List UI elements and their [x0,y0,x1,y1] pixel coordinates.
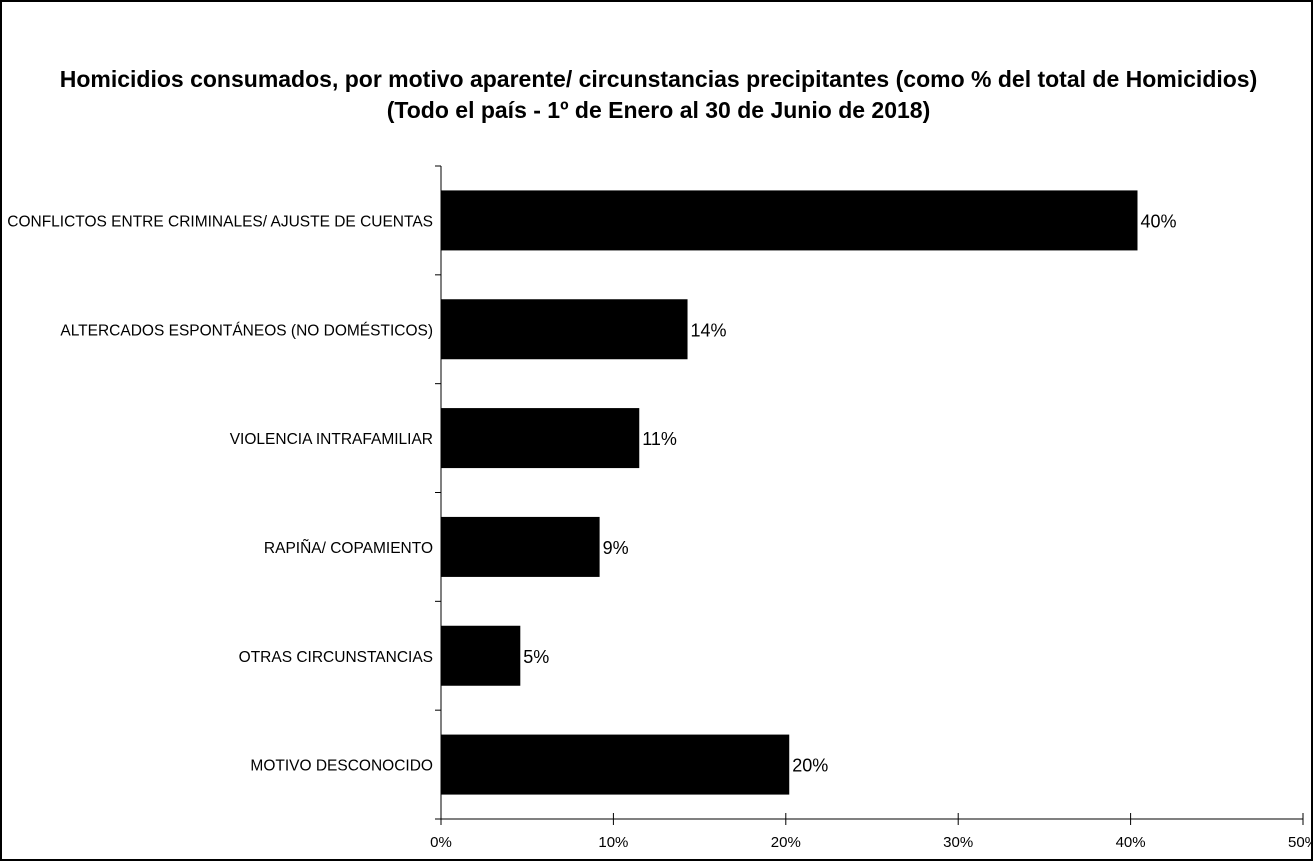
bar [441,190,1138,251]
category-label: RAPIÑA/ COPAMIENTO [264,540,433,557]
x-tick-label: 10% [598,834,628,851]
data-label: 40% [1140,211,1176,231]
data-label: 9% [603,538,629,558]
bar [441,408,640,469]
category-label: VIOLENCIA INTRAFAMILIAR [230,431,433,448]
chart-subtitle: (Todo el país - 1º de Enero al 30 de Jun… [386,97,931,123]
bar [441,625,521,686]
category-label: OTRAS CIRCUNSTANCIAS [239,649,433,666]
chart-title: Homicidios consumados, por motivo aparen… [59,66,1258,92]
x-tick-label: 20% [771,834,801,851]
x-tick-label: 30% [943,834,973,851]
chart-title-block: Homicidios consumados, por motivo aparen… [2,64,1313,126]
bar [441,734,790,795]
bar [441,299,688,360]
x-tick-label: 40% [1116,834,1146,851]
category-label: ALTERCADOS ESPONTÁNEOS (NO DOMÉSTICOS) [60,322,433,339]
x-tick-label: 0% [430,834,452,851]
data-label: 5% [523,647,549,667]
chart-marks: 0% 10% 20% 30% 40% 50% CONFLICTOS ENTRE CRIMIN… [7,165,1313,851]
bar [441,516,600,577]
data-label: 14% [691,320,727,340]
data-label: 20% [792,756,828,776]
category-label: MOTIVO DESCONOCIDO [250,758,433,775]
category-label: CONFLICTOS ENTRE CRIMINALES/ AJUSTE DE C… [7,213,433,230]
x-tick-label: 50% [1288,834,1313,851]
data-label: 11% [642,429,677,449]
